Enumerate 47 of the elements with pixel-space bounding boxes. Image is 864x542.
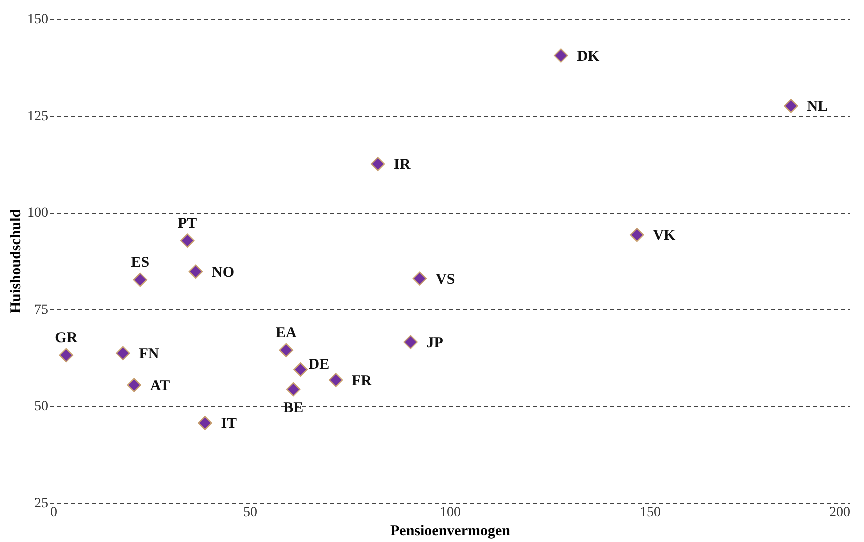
y-tick-label: 50	[34, 400, 48, 415]
y-tick-label: 100	[28, 206, 48, 222]
series-label: DE	[308, 356, 330, 373]
x-tick-label: 200	[830, 506, 850, 520]
x-tick-label: 0	[50, 506, 58, 520]
point	[198, 416, 212, 430]
y-tick-label: 125	[28, 109, 48, 124]
series-label: VK	[653, 228, 676, 244]
point	[294, 362, 308, 377]
series-label: VS	[436, 272, 456, 288]
point	[188, 264, 204, 279]
point	[286, 382, 301, 397]
y-tick-label: 25	[34, 496, 48, 512]
series-label: PT	[178, 216, 198, 232]
x-tick-label: 50	[244, 506, 258, 520]
series-label: AT	[150, 378, 170, 394]
point	[59, 348, 74, 363]
y-tick-label: 150	[28, 12, 48, 28]
point	[279, 343, 294, 358]
x-tick-label: 150	[640, 506, 661, 520]
series-label: FR	[352, 373, 372, 390]
point	[127, 378, 142, 392]
point	[784, 99, 798, 114]
series-label: BE	[284, 400, 304, 417]
point	[370, 157, 386, 172]
point	[412, 272, 428, 286]
point	[116, 346, 130, 361]
point	[180, 234, 195, 248]
point	[404, 335, 418, 350]
series-label: JP	[426, 335, 444, 352]
y-axis-title: Huishoudschuld	[8, 208, 24, 314]
series-label: NO	[212, 264, 234, 281]
series-label: DK	[577, 48, 600, 65]
series-label: EA	[276, 325, 297, 342]
series-label: IT	[221, 416, 238, 432]
series-label: GR	[55, 330, 78, 346]
x-axis-title: Pensioenvermogen	[390, 524, 512, 540]
point	[554, 48, 568, 63]
point	[630, 228, 644, 242]
series-label: NL	[807, 99, 828, 116]
series-label: ES	[131, 254, 150, 271]
point	[133, 272, 148, 288]
series-label: FN	[139, 346, 160, 363]
y-tick-label: 75	[34, 302, 48, 318]
point	[328, 373, 344, 388]
x-tick-label: 100	[440, 506, 461, 520]
series-label: IR	[394, 157, 411, 174]
